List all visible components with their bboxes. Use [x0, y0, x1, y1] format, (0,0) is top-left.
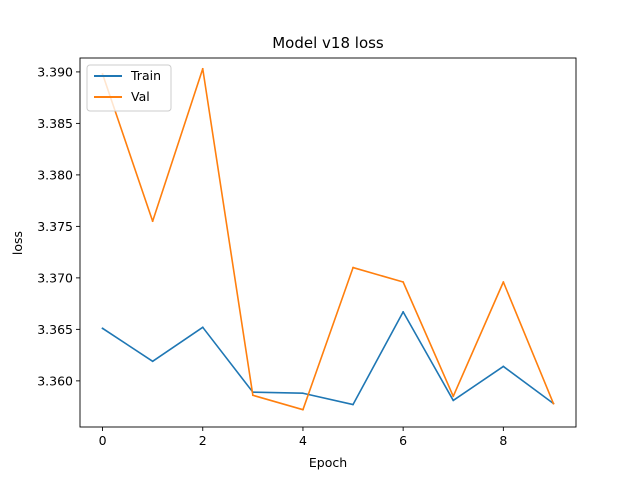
x-tick-label: 4 [299, 433, 307, 448]
data-point-val [251, 394, 254, 397]
data-point-val [352, 266, 354, 269]
data-point-val [552, 402, 555, 405]
y-tick-label: 3.365 [37, 322, 73, 337]
x-axis-title: Epoch [309, 455, 347, 470]
data-point-train [452, 399, 455, 402]
data-point-train [201, 326, 204, 329]
y-tick-label: 3.360 [37, 373, 73, 388]
plot-frame [79, 57, 577, 428]
data-point-train [502, 365, 505, 368]
data-point-train [352, 403, 354, 406]
data-point-val [201, 67, 204, 70]
data-point-train [101, 327, 104, 330]
y-axis-title: loss [10, 231, 25, 255]
data-point-val [151, 220, 154, 223]
legend: Train Val [86, 64, 172, 112]
data-point-train [151, 360, 154, 363]
y-tick-label: 3.385 [37, 116, 73, 131]
x-tick-label: 0 [99, 433, 107, 448]
x-tick-label: 2 [199, 433, 207, 448]
data-point-val [452, 395, 455, 398]
legend-label-val: Val [131, 89, 150, 104]
y-tick-label: 3.370 [37, 270, 73, 285]
x-tick-label: 8 [499, 433, 507, 448]
y-tick-label: 3.375 [37, 219, 73, 234]
data-point-val [402, 281, 405, 283]
axis-ticks: 0 2 4 6 8 3.360 3.365 3.370 3.375 3.380 3.385 3.390 [37, 64, 507, 448]
y-tick-label: 3.380 [37, 167, 73, 182]
chart-title: Model v18 loss [272, 34, 384, 52]
series-line-val [101, 68, 555, 411]
legend-label-train: Train [130, 68, 161, 83]
data-point-train [302, 392, 304, 395]
data-point-train [402, 310, 405, 313]
x-tick-label: 6 [399, 433, 407, 448]
series-line-train [101, 311, 555, 406]
data-point-val [502, 281, 505, 283]
y-tick-label: 3.390 [37, 64, 73, 79]
data-point-val [302, 408, 304, 411]
